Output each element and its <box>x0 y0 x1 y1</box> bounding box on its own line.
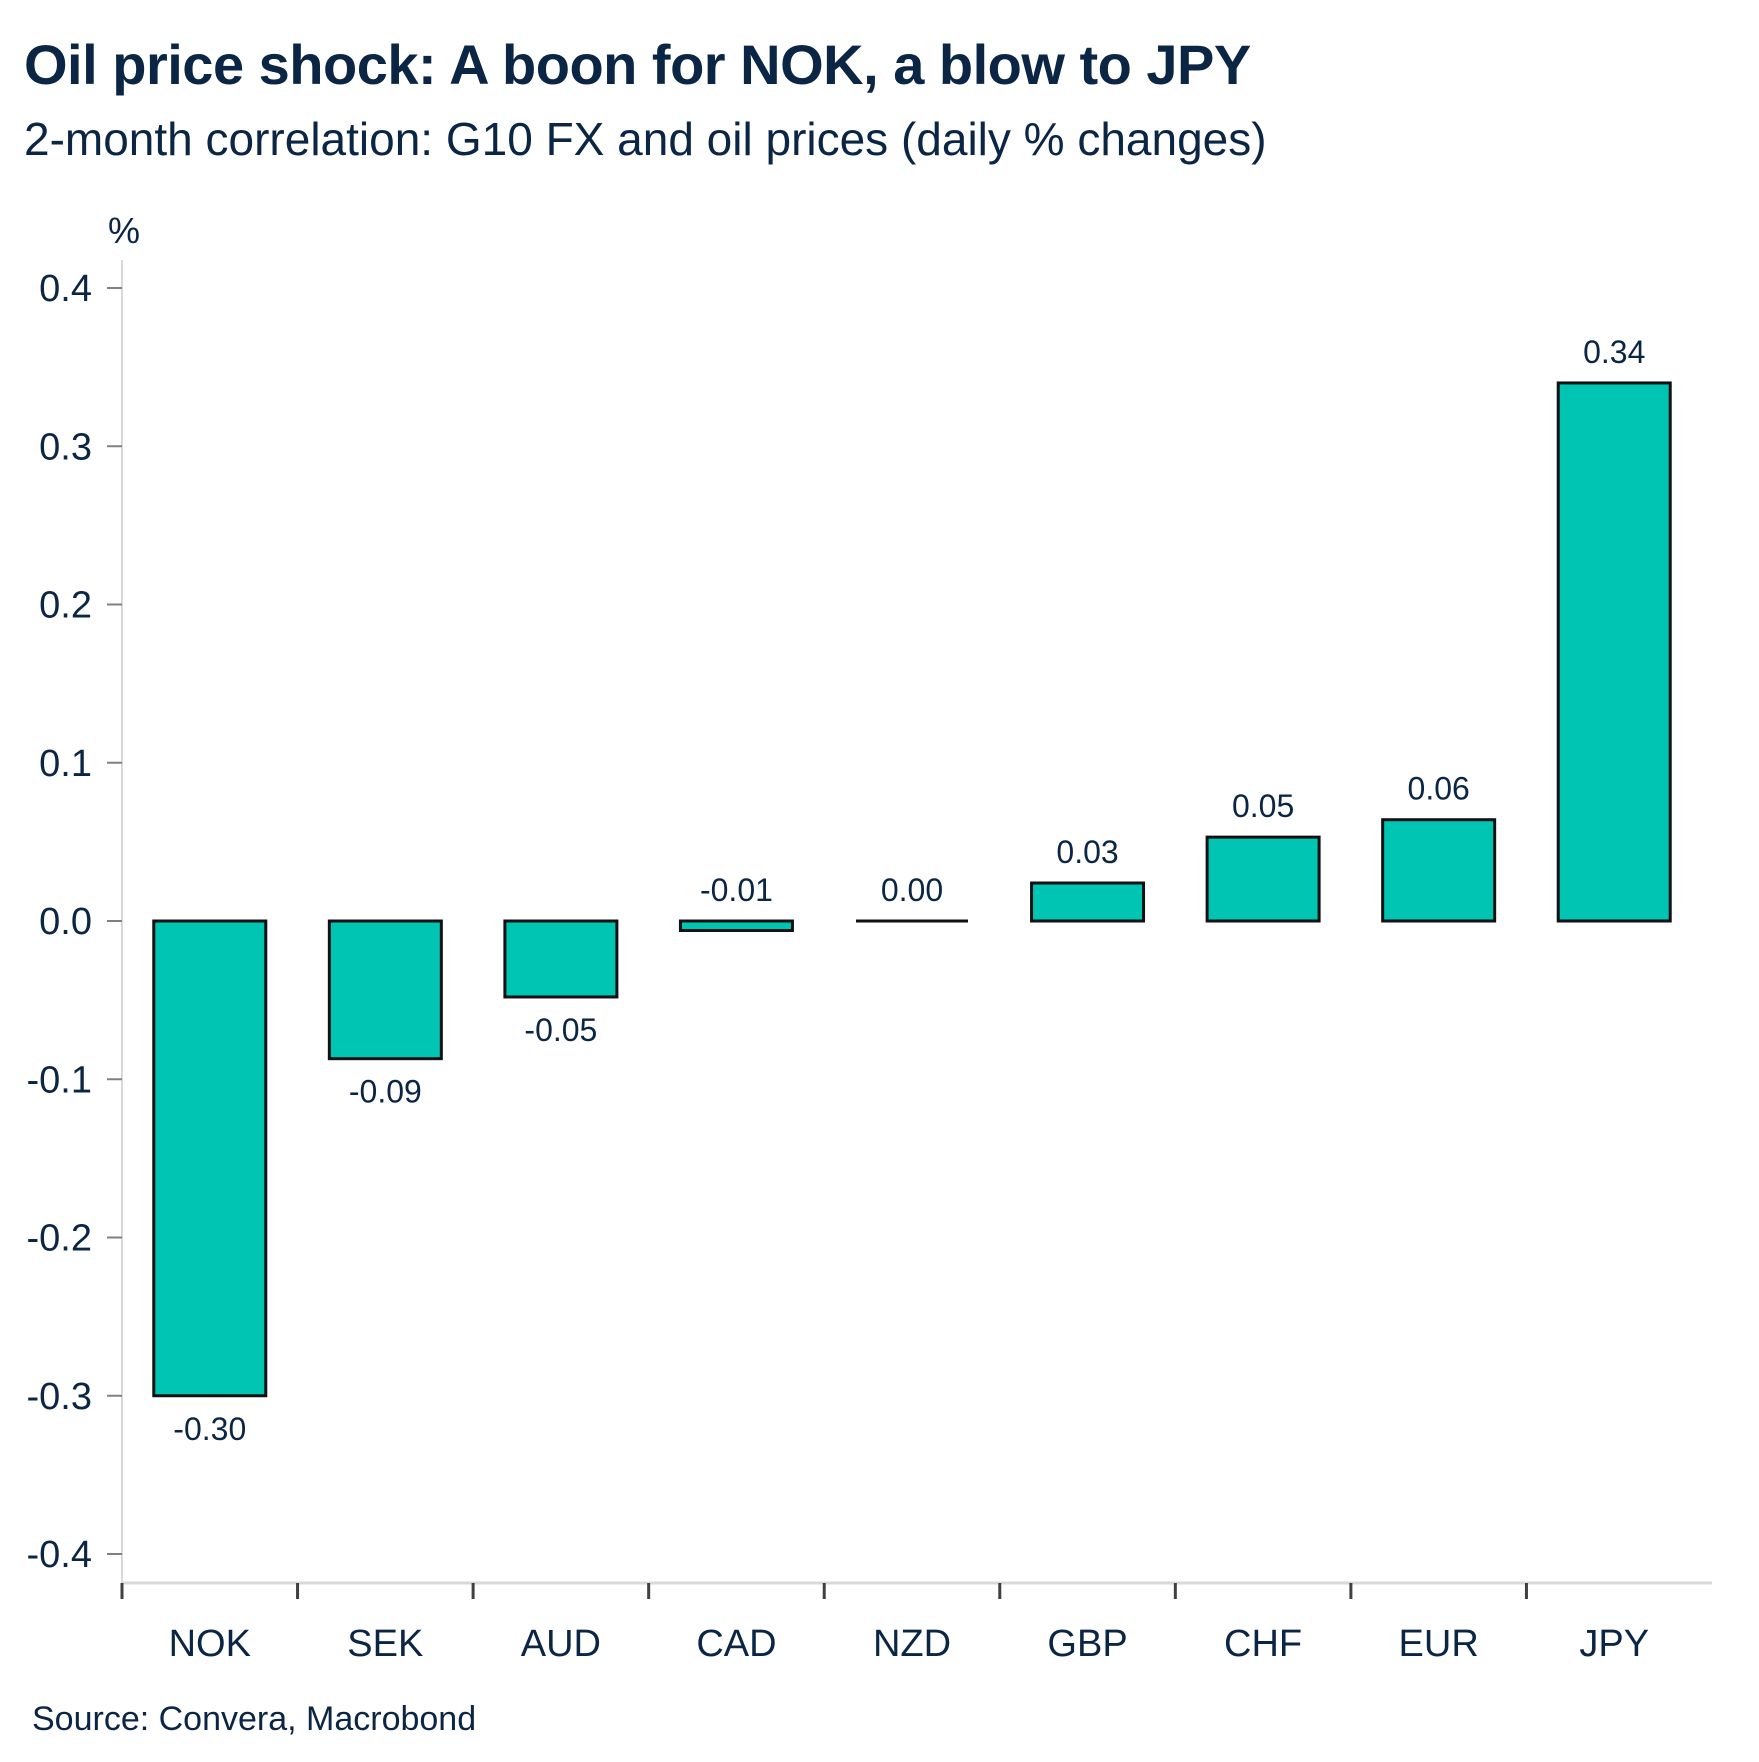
y-tick-label: 0.1 <box>39 743 92 785</box>
data-label: 0.06 <box>1408 771 1470 807</box>
bars <box>152 381 1672 1398</box>
x-tick-label: JPY <box>1579 1623 1649 1665</box>
x-tick-label: CHF <box>1224 1623 1302 1665</box>
y-axis: 0.4 0.3 0.2 0.1 0.0 -0.1 -0.2 -0.3 -0.4 <box>27 260 123 1583</box>
data-label: -0.30 <box>173 1411 246 1447</box>
data-label: 0.05 <box>1232 788 1294 824</box>
data-label: 0.00 <box>881 872 943 908</box>
bar-nok <box>152 919 268 1398</box>
y-tick-label: -0.1 <box>27 1059 92 1101</box>
x-tick-label: NZD <box>873 1623 951 1665</box>
bar-eur <box>1381 818 1497 923</box>
x-tick-label: CAD <box>696 1623 776 1665</box>
y-axis-unit-label: % <box>108 210 140 251</box>
y-tick-label: -0.2 <box>27 1218 92 1260</box>
x-tick-label: NOK <box>169 1623 251 1665</box>
data-label: 0.34 <box>1583 334 1645 370</box>
y-tick-label: 0.4 <box>39 268 92 310</box>
data-label: -0.05 <box>524 1012 597 1048</box>
x-tick-label: AUD <box>521 1623 601 1665</box>
bar-jpy <box>1556 381 1672 923</box>
x-tick-label: SEK <box>347 1623 423 1665</box>
x-tick-label: GBP <box>1047 1623 1127 1665</box>
y-tick-label: -0.3 <box>27 1376 92 1418</box>
bar-gbp <box>1030 881 1146 923</box>
bar-cad <box>678 919 794 932</box>
x-axis: NOK SEK AUD CAD NZD GBP CHF EUR JPY <box>120 1581 1712 1665</box>
data-label: -0.09 <box>349 1074 422 1110</box>
data-label: -0.01 <box>700 872 773 908</box>
y-tick-label: 0.3 <box>39 426 92 468</box>
source-note: Source: Convera, Macrobond <box>32 1700 477 1738</box>
chart-title: Oil price shock: A boon for NOK, a blow … <box>24 33 1251 96</box>
data-label: 0.03 <box>1056 834 1118 870</box>
data-labels: -0.30 -0.09 -0.05 -0.01 0.00 0.03 0.05 0.06 0.34 <box>173 334 1645 1447</box>
bar-aud <box>503 919 619 999</box>
y-tick-label: -0.4 <box>27 1534 92 1576</box>
y-tick-label: 0.2 <box>39 585 92 627</box>
x-tick-label: EUR <box>1399 1623 1479 1665</box>
chart-subtitle: 2-month correlation: G10 FX and oil pric… <box>24 113 1267 165</box>
bar-sek <box>327 919 443 1061</box>
bar-chf <box>1205 835 1321 923</box>
y-tick-label: 0.0 <box>39 901 92 943</box>
